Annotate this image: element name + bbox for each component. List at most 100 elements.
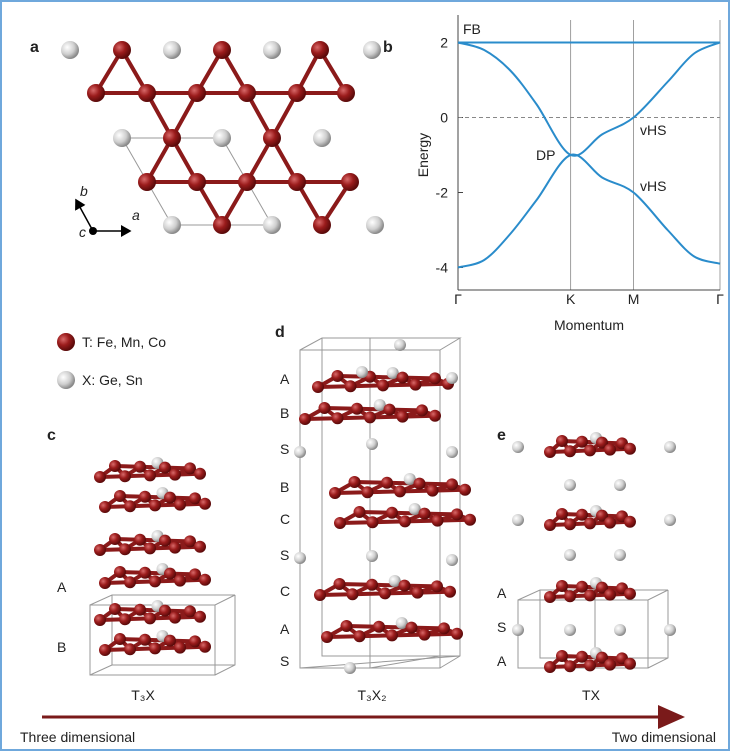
t-atom xyxy=(419,629,431,641)
t-atom xyxy=(394,485,406,497)
t-atom xyxy=(99,644,111,656)
x-atom xyxy=(564,624,576,636)
t-atom xyxy=(556,435,568,447)
t-atom xyxy=(584,589,596,601)
layer-bonds xyxy=(115,609,190,611)
t-atom xyxy=(345,380,357,392)
t-atom xyxy=(379,587,391,599)
legend-label: T: Fe, Mn, Co xyxy=(82,334,166,350)
t-atom xyxy=(431,580,443,592)
x-atom xyxy=(446,446,458,458)
x-tick-label: M xyxy=(628,291,640,307)
t-atom xyxy=(564,660,576,672)
t-atom xyxy=(427,485,439,497)
kagome-lattice xyxy=(61,41,384,235)
t-atom xyxy=(544,519,556,531)
panel-label: a xyxy=(30,39,39,56)
layer-bonds xyxy=(115,539,190,541)
t-atom xyxy=(624,443,636,455)
t-atom xyxy=(314,589,326,601)
t-atom xyxy=(624,588,636,600)
x-atom xyxy=(664,624,676,636)
t-atom xyxy=(312,381,324,393)
y-tick-label: 0 xyxy=(440,110,448,126)
t-atom xyxy=(119,613,131,625)
t-atom xyxy=(604,444,616,456)
t-atom xyxy=(564,445,576,457)
t-atom xyxy=(349,476,361,488)
y-axis-label: Energy xyxy=(415,133,431,177)
band-line xyxy=(458,155,720,268)
t-atom xyxy=(444,586,456,598)
t-atom xyxy=(124,643,136,655)
t-atom xyxy=(134,534,146,546)
t-atom xyxy=(429,410,441,422)
annotation: vHS xyxy=(640,122,666,138)
t-atom xyxy=(384,404,396,416)
t-atom xyxy=(194,611,206,623)
x-atom xyxy=(564,549,576,561)
t-atom xyxy=(584,659,596,671)
layer-bonds xyxy=(120,639,195,641)
t-atom xyxy=(194,468,206,480)
stacking-label: B xyxy=(280,479,289,495)
stacking-label: A xyxy=(497,653,507,669)
arrow-label: Two dimensional xyxy=(612,729,716,745)
t-atom xyxy=(564,590,576,602)
t-atom xyxy=(464,514,476,526)
x-atom xyxy=(614,624,626,636)
t-atom xyxy=(416,404,428,416)
lattice-axis: c xyxy=(79,224,86,240)
stacking-label: A xyxy=(280,371,290,387)
t-atom xyxy=(584,444,596,456)
t-atom xyxy=(459,484,471,496)
t-atom xyxy=(169,612,181,624)
x-atom xyxy=(366,438,378,450)
t-atom xyxy=(164,492,176,504)
t-atom xyxy=(124,576,136,588)
t-atom xyxy=(109,533,121,545)
band-structure: ΓKMΓ-4-202MomentumEnergyFBDPvHSvHS xyxy=(415,15,724,333)
x-atom xyxy=(446,372,458,384)
t-atom xyxy=(99,501,111,513)
t-atom xyxy=(139,567,151,579)
x-atom xyxy=(512,514,524,526)
t-atom xyxy=(410,379,422,391)
t-atom xyxy=(334,578,346,590)
stacking-label: A xyxy=(57,579,67,595)
t-atom xyxy=(432,515,444,527)
annotation: vHS xyxy=(640,178,666,194)
t-atom xyxy=(351,403,363,415)
x-atom xyxy=(294,446,306,458)
lattice-axis: a xyxy=(132,207,140,223)
t-atom xyxy=(364,411,376,423)
x-tick-label: Γ xyxy=(454,291,462,307)
x-atom xyxy=(356,366,368,378)
stacking-label: A xyxy=(497,585,507,601)
layer-bonds xyxy=(355,482,453,484)
kagome-layers xyxy=(94,339,676,674)
layer-bonds xyxy=(338,376,436,378)
legend-swatch xyxy=(57,333,75,351)
t-atom xyxy=(114,566,126,578)
t-atom xyxy=(94,544,106,556)
t-atom xyxy=(604,659,616,671)
t-atom xyxy=(134,461,146,473)
t-atom xyxy=(159,605,171,617)
t-atom xyxy=(544,661,556,673)
t-atom xyxy=(544,591,556,603)
t-atom xyxy=(299,413,311,425)
x-tick-label: K xyxy=(566,291,576,307)
arrow-label: Three dimensional xyxy=(20,729,135,745)
t-atom xyxy=(159,462,171,474)
x-atom xyxy=(512,624,524,636)
t-atom xyxy=(164,635,176,647)
t-atom xyxy=(397,411,409,423)
layer-bonds xyxy=(347,626,445,628)
t-atom xyxy=(399,580,411,592)
t-atom xyxy=(624,658,636,670)
t-atom xyxy=(199,641,211,653)
t-atom xyxy=(366,579,378,591)
stacking-label: A xyxy=(280,621,290,637)
t-atom xyxy=(169,542,181,554)
